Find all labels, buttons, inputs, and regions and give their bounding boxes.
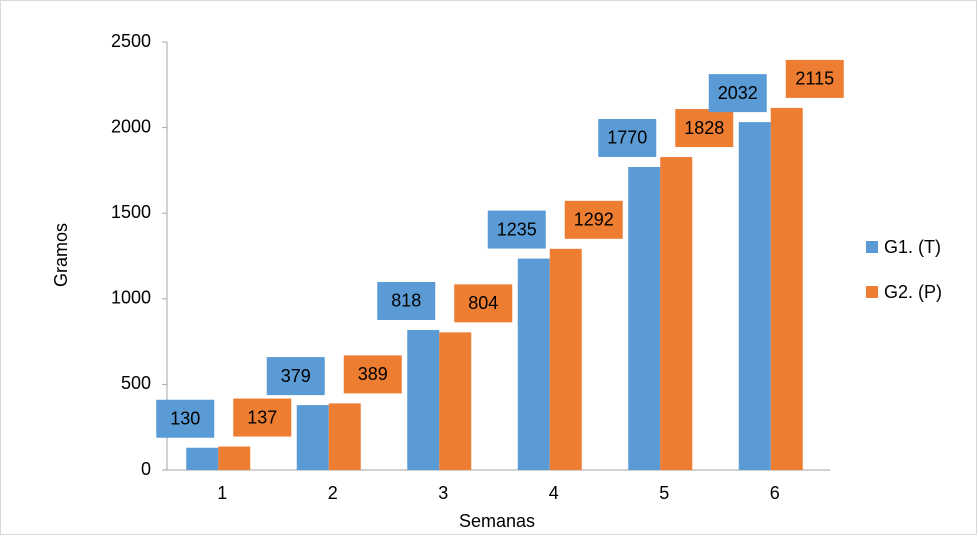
bar — [660, 157, 693, 471]
x-tick-label: 6 — [770, 483, 780, 503]
data-label: 818 — [391, 291, 421, 311]
data-label-box — [377, 281, 436, 320]
bar — [218, 446, 251, 470]
bar — [439, 332, 472, 470]
x-tick-label: 2 — [328, 483, 338, 503]
data-label-box — [675, 109, 734, 148]
data-label: 130 — [170, 408, 200, 428]
data-label: 1235 — [497, 219, 537, 239]
bar — [770, 107, 803, 471]
bar — [407, 329, 440, 470]
y-tick-label: 1000 — [111, 288, 151, 308]
data-label: 2032 — [718, 83, 758, 103]
data-label-box — [785, 59, 844, 98]
data-label: 2115 — [795, 69, 834, 89]
data-label: 804 — [468, 293, 498, 313]
data-label-box — [487, 210, 546, 249]
data-label-box — [454, 284, 513, 323]
data-label-box — [156, 399, 215, 438]
bar — [328, 403, 361, 470]
legend-swatch — [866, 241, 878, 253]
x-tick-label: 1 — [217, 483, 227, 503]
data-label: 389 — [358, 364, 388, 384]
legend-label: G2. (P) — [884, 282, 942, 302]
data-label-box — [343, 355, 402, 394]
bar — [517, 258, 550, 470]
y-tick-label: 2000 — [111, 116, 151, 136]
data-label: 1770 — [607, 128, 647, 148]
x-tick-label: 5 — [659, 483, 669, 503]
y-tick-label: 2500 — [111, 31, 151, 51]
data-label: 1828 — [684, 118, 724, 138]
data-label-box — [233, 398, 292, 437]
y-tick-label: 500 — [121, 373, 151, 393]
bar — [296, 405, 329, 470]
data-label: 137 — [247, 407, 277, 427]
bar — [186, 447, 219, 470]
data-label-box — [598, 118, 657, 157]
data-label-box — [266, 357, 325, 396]
y-tick-label: 1500 — [111, 202, 151, 222]
data-label: 379 — [281, 366, 311, 386]
y-tick-label: 0 — [141, 459, 151, 479]
data-label-box — [564, 200, 623, 239]
data-label-box — [708, 74, 767, 113]
y-axis-title: Gramos — [51, 223, 71, 287]
bar — [738, 122, 771, 471]
x-tick-label: 4 — [549, 483, 559, 503]
bar — [549, 248, 582, 470]
legend-label: G1. (T) — [884, 237, 941, 257]
legend-swatch — [866, 286, 878, 298]
data-label: 1292 — [574, 210, 614, 230]
bar — [628, 166, 661, 470]
x-axis-title: Semanas — [459, 511, 535, 531]
x-tick-label: 3 — [438, 483, 448, 503]
